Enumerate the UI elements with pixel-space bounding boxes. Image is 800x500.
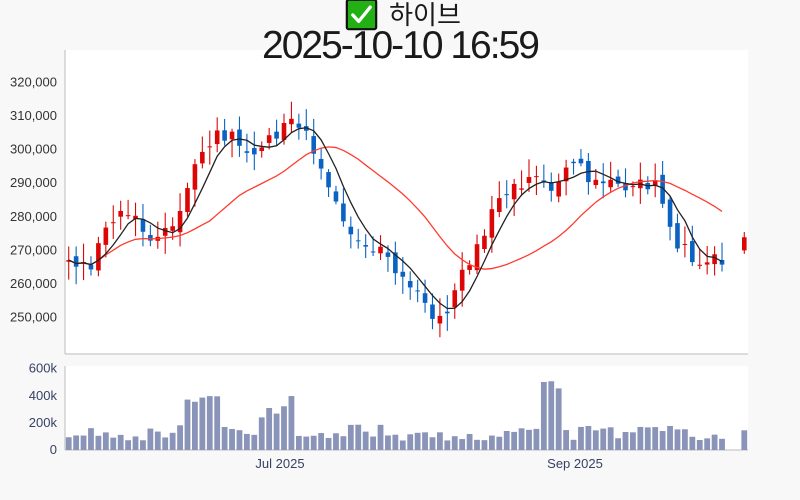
svg-text:Jul 2025: Jul 2025 [255, 456, 304, 471]
svg-text:300,000: 300,000 [10, 142, 57, 157]
svg-text:Sep 2025: Sep 2025 [547, 456, 603, 471]
svg-text:600k: 600k [29, 361, 58, 376]
svg-text:260,000: 260,000 [10, 276, 57, 291]
svg-text:320,000: 320,000 [10, 74, 57, 89]
svg-text:0: 0 [50, 442, 57, 457]
svg-text:400k: 400k [29, 388, 58, 403]
svg-text:290,000: 290,000 [10, 175, 57, 190]
svg-text:270,000: 270,000 [10, 242, 57, 257]
svg-text:280,000: 280,000 [10, 209, 57, 224]
svg-text:250,000: 250,000 [10, 310, 57, 325]
svg-text:200k: 200k [29, 415, 58, 430]
svg-text:310,000: 310,000 [10, 108, 57, 123]
